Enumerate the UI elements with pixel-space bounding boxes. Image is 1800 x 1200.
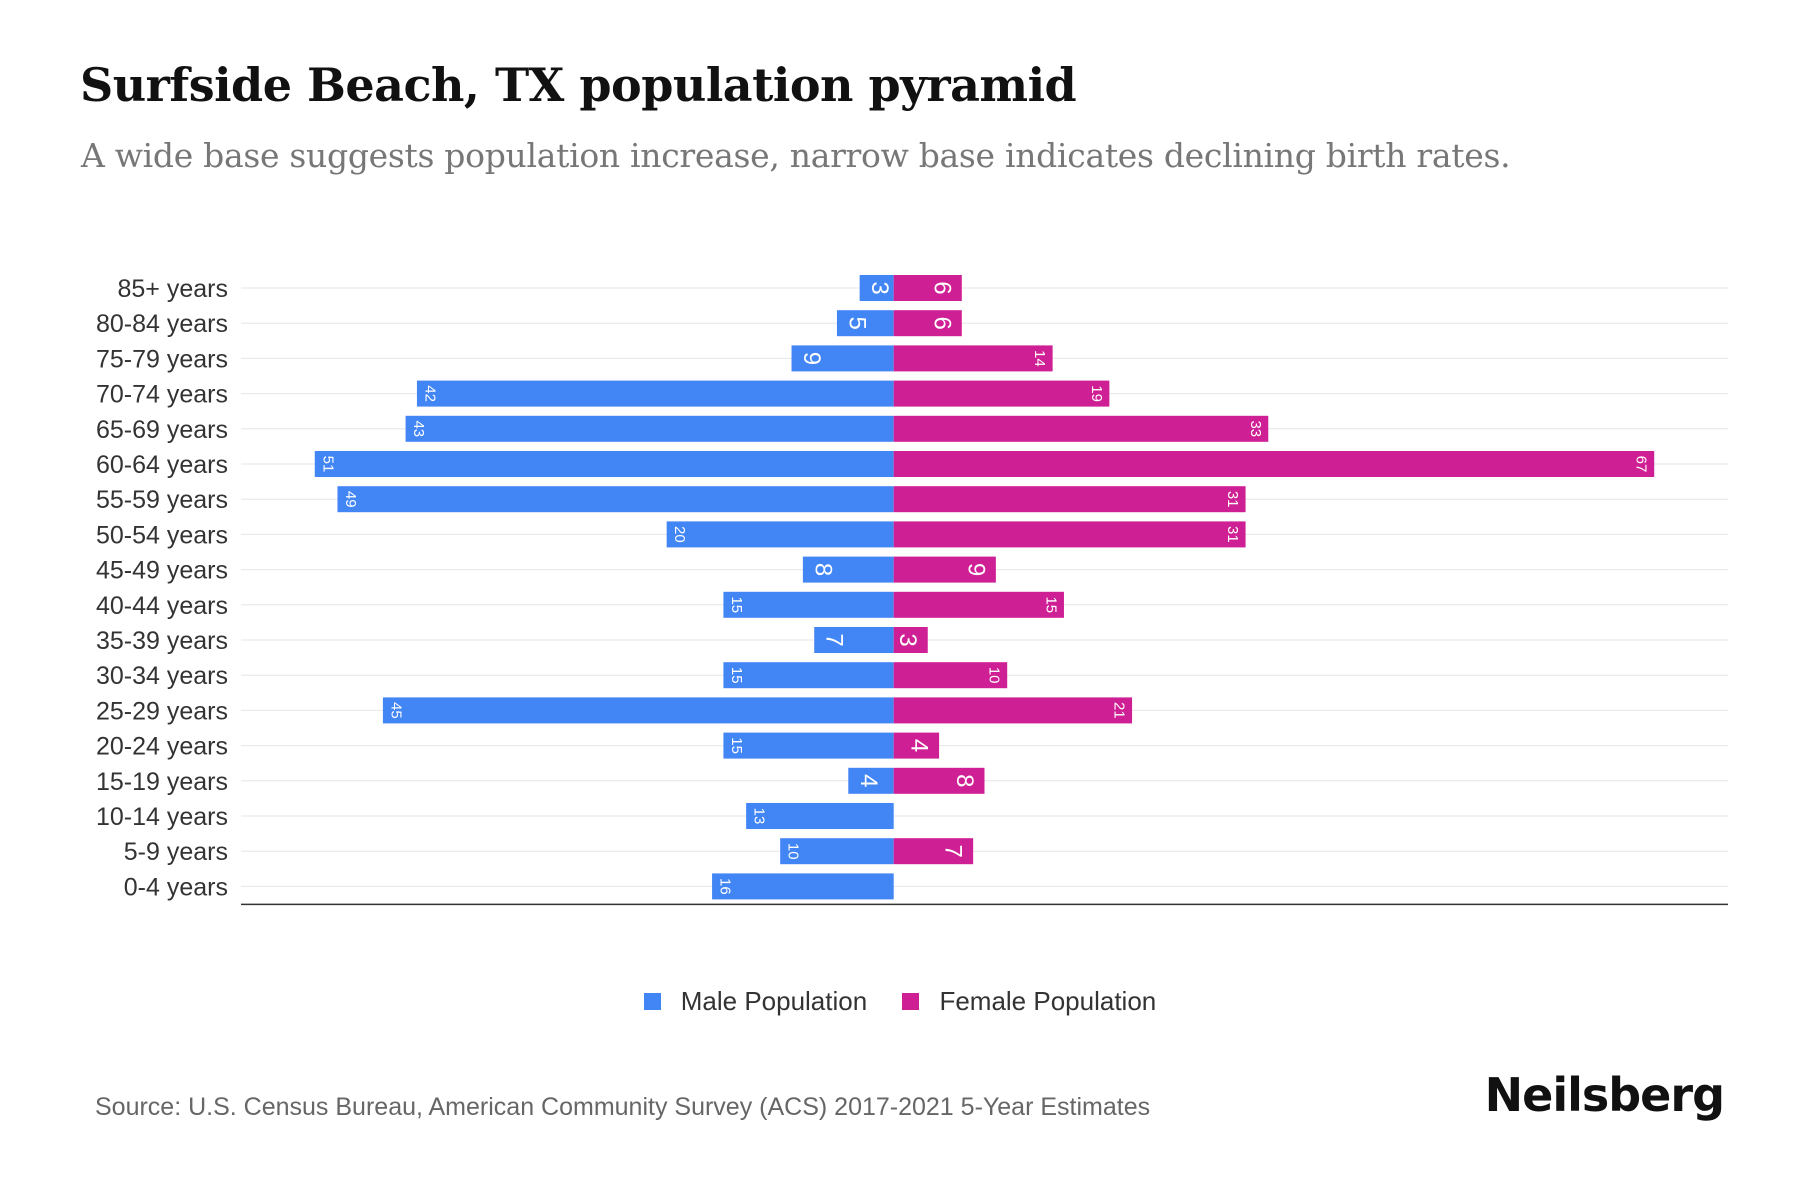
male-data-label: 3 xyxy=(866,281,893,294)
legend-label-female: Female Population xyxy=(939,986,1157,1016)
male-data-label: 49 xyxy=(342,491,359,508)
source-note: Source: U.S. Census Bureau, American Com… xyxy=(95,1093,1151,1121)
female-data-label: 19 xyxy=(1088,385,1105,402)
female-bar xyxy=(893,591,1064,618)
legend-label-male: Male Population xyxy=(680,986,868,1016)
male-bar xyxy=(405,415,894,442)
female-bar xyxy=(893,486,1246,513)
male-bar xyxy=(836,310,894,337)
y-tick-label: 35-39 years xyxy=(96,627,228,655)
male-data-label: 8 xyxy=(809,563,836,576)
male-bar xyxy=(780,838,894,865)
female-bar xyxy=(893,732,940,759)
female-data-label: 6 xyxy=(928,281,955,294)
legend-swatch-female xyxy=(902,993,920,1010)
female-data-label: 14 xyxy=(1031,350,1048,367)
legend-item-male[interactable]: Male Population xyxy=(643,986,868,1017)
female-data-label: 3 xyxy=(894,633,921,646)
legend-swatch-male xyxy=(643,993,661,1010)
female-bar xyxy=(893,697,1133,724)
male-bar xyxy=(314,451,894,477)
y-tick-label: 50-54 years xyxy=(96,521,228,549)
female-data-label: 33 xyxy=(1247,420,1264,437)
male-data-label: 43 xyxy=(410,420,427,437)
male-data-label: 42 xyxy=(421,385,438,402)
male-bar xyxy=(416,380,894,407)
male-bar xyxy=(746,803,894,829)
female-bar xyxy=(893,415,1269,442)
male-bar xyxy=(337,486,894,513)
y-tick-label: 60-64 years xyxy=(96,451,228,479)
female-data-label: 4 xyxy=(906,739,933,752)
y-tick-label: 70-74 years xyxy=(96,381,228,409)
y-tick-label: 10-14 years xyxy=(96,803,228,831)
female-data-label: 6 xyxy=(928,317,955,330)
male-bar xyxy=(814,627,894,653)
y-tick-label: 20-24 years xyxy=(96,733,228,761)
female-data-label: 31 xyxy=(1224,526,1241,543)
chart-title: Surfside Beach, TX population pyramid xyxy=(80,58,1077,112)
female-bar xyxy=(893,451,1655,477)
male-bar xyxy=(723,732,894,759)
male-data-label: 5 xyxy=(843,317,870,330)
female-data-label: 8 xyxy=(951,774,978,787)
female-bar xyxy=(893,521,1246,548)
y-tick-label: 15-19 years xyxy=(96,768,228,796)
male-data-label: 7 xyxy=(821,633,848,646)
y-tick-label: 0-4 years xyxy=(124,873,228,901)
y-tick-label: 75-79 years xyxy=(96,345,228,373)
y-tick-label: 40-44 years xyxy=(96,592,228,620)
female-data-label: 67 xyxy=(1633,456,1650,473)
female-data-label: 9 xyxy=(962,563,989,576)
female-bar xyxy=(893,275,962,301)
y-tick-label: 5-9 years xyxy=(124,838,228,866)
y-tick-label: 85+ years xyxy=(118,275,229,303)
male-data-label: 45 xyxy=(387,702,404,719)
male-bar xyxy=(859,275,894,301)
male-bar xyxy=(712,873,894,900)
male-bar xyxy=(382,697,894,724)
male-data-label: 9 xyxy=(798,352,825,365)
male-data-label: 15 xyxy=(728,737,745,754)
population-pyramid-chart: 85+ years 3 680-84 years 5 675-79 years 9 1470… xyxy=(96,275,1728,906)
female-data-label: 21 xyxy=(1111,702,1128,719)
female-bar xyxy=(893,627,928,653)
y-tick-label: 65-69 years xyxy=(96,416,228,444)
male-bar xyxy=(723,591,894,618)
female-bar xyxy=(893,767,985,794)
male-bar xyxy=(791,345,894,372)
y-tick-label: 30-34 years xyxy=(96,662,228,690)
male-bar xyxy=(666,521,894,548)
female-bar xyxy=(893,380,1110,407)
female-bar xyxy=(893,345,1053,372)
male-data-label: 16 xyxy=(717,878,734,895)
female-data-label: 31 xyxy=(1224,491,1241,508)
female-data-label: 7 xyxy=(940,845,967,858)
male-bar xyxy=(848,767,894,794)
male-data-label: 51 xyxy=(319,456,336,473)
female-bar xyxy=(893,662,1008,689)
male-bar xyxy=(723,662,894,689)
female-data-label: 15 xyxy=(1042,596,1059,613)
male-data-label: 13 xyxy=(751,808,768,825)
chart-legend: Male Population Female Population xyxy=(0,986,1800,1017)
male-data-label: 20 xyxy=(671,526,688,543)
female-bar xyxy=(893,556,996,583)
male-data-label: 4 xyxy=(855,774,882,787)
y-tick-label: 25-29 years xyxy=(96,697,228,725)
y-tick-label: 55-59 years xyxy=(96,486,228,514)
y-tick-label: 80-84 years xyxy=(96,310,228,338)
legend-item-female[interactable]: Female Population xyxy=(902,986,1156,1017)
y-tick-label: 45-49 years xyxy=(96,557,228,585)
chart-subtitle: A wide base suggests population increase… xyxy=(81,136,1511,175)
female-bar xyxy=(893,838,974,865)
brand-logo: Neilsberg xyxy=(1484,1068,1725,1122)
male-data-label: 15 xyxy=(728,667,745,684)
male-bar xyxy=(802,556,894,583)
female-data-label: 10 xyxy=(986,667,1003,684)
male-data-label: 10 xyxy=(785,843,802,860)
female-bar xyxy=(893,310,962,337)
male-data-label: 15 xyxy=(728,596,745,613)
